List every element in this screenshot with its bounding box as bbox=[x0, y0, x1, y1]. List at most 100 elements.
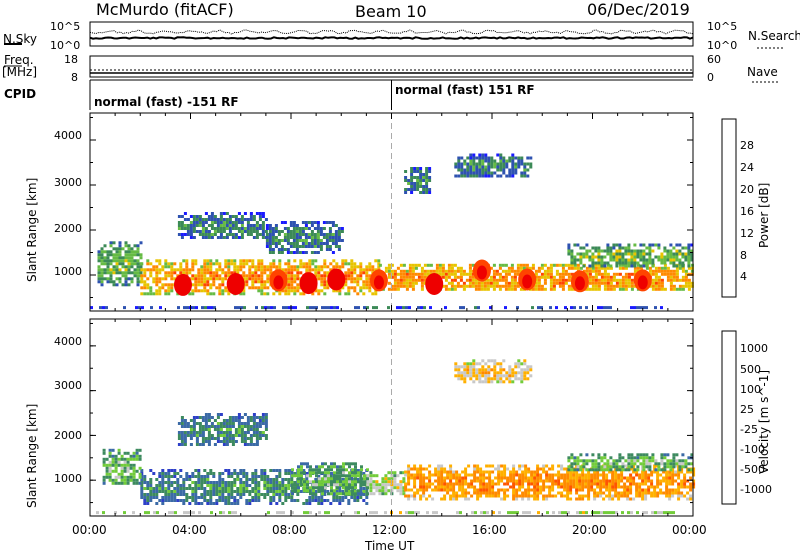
velocity-panel-echo-cell bbox=[287, 472, 291, 475]
velocity-panel-echo-cell bbox=[511, 380, 515, 384]
power-panel-echo-cell bbox=[681, 264, 685, 268]
velocity-panel-echo-cell bbox=[338, 478, 342, 481]
velocity-panel-echo-cell bbox=[582, 465, 586, 469]
power-panel-echo-cell bbox=[194, 262, 198, 266]
power-panel-echo-cell bbox=[293, 274, 297, 278]
power-panel-echo-cell bbox=[630, 255, 634, 259]
power-panel-echo-cell bbox=[489, 278, 493, 282]
power-panel-echo-cell bbox=[657, 258, 661, 262]
velocity-panel-echo-cell bbox=[493, 359, 497, 363]
power-panel-echo-cell bbox=[428, 176, 432, 179]
velocity-panel-echo-cell bbox=[243, 422, 247, 425]
velocity-panel-echo-cell bbox=[602, 476, 606, 480]
velocity-panel-echo-cell bbox=[254, 469, 258, 472]
power-panel-echo-cell bbox=[143, 286, 147, 290]
velocity-panel-echo-cell bbox=[296, 499, 300, 502]
velocity-panel-echo-cell bbox=[315, 465, 318, 469]
velocity-panel-echo-cell bbox=[387, 471, 391, 475]
power-panel-echo-cell bbox=[546, 269, 550, 273]
power-panel-echo-cell bbox=[328, 233, 332, 236]
power-panel-echo-cell bbox=[249, 215, 253, 218]
velocity-panel-echo-cell bbox=[290, 481, 294, 484]
power-panel-echo-cell bbox=[489, 281, 493, 285]
velocity-panel-echo-cell bbox=[413, 476, 417, 480]
velocity-panel-echo-cell bbox=[293, 472, 297, 475]
velocity-panel-echo-cell bbox=[641, 494, 645, 498]
power-panel-echo-cell bbox=[481, 156, 485, 160]
power-panel-echo-cell bbox=[687, 255, 691, 259]
velocity-panel-echo-cell bbox=[669, 459, 673, 463]
power-panel-echo-cell bbox=[478, 153, 482, 157]
power-panel-echo-cell bbox=[337, 236, 341, 239]
velocity-panel-echo-cell bbox=[569, 482, 573, 486]
velocity-panel-echo-cell bbox=[464, 491, 468, 495]
power-panel-echo-cell bbox=[633, 255, 637, 259]
power-panel-echo-cell bbox=[450, 284, 454, 288]
velocity-panel-echo-cell bbox=[183, 431, 187, 434]
power-panel-echo-cell bbox=[591, 275, 595, 279]
velocity-panel-echo-cell bbox=[302, 478, 306, 481]
power-panel-peak-core-7 bbox=[476, 265, 487, 280]
velocity-panel-echo-cell bbox=[143, 496, 147, 499]
power-panel-echo-cell bbox=[410, 185, 414, 188]
velocity-panel-echo-cell bbox=[315, 486, 318, 490]
power-panel-echo-cell bbox=[624, 249, 628, 253]
power-panel-echo-cell bbox=[612, 255, 616, 259]
velocity-panel-echo-cell bbox=[557, 485, 561, 489]
power-panel-echo-cell bbox=[371, 292, 375, 296]
power-panel-echo-cell bbox=[198, 218, 202, 221]
power-panel-echo-cell bbox=[257, 289, 261, 293]
power-panel-echo-cell bbox=[657, 269, 661, 273]
power-panel-echo-cell bbox=[198, 230, 202, 233]
power-panel-echo-cell bbox=[254, 277, 258, 281]
power-panel-echo-cell bbox=[486, 281, 490, 285]
power-panel-echo-cell bbox=[127, 247, 131, 251]
power-panel-echo-cell bbox=[347, 277, 351, 281]
velocity-panel-echo-cell bbox=[665, 482, 669, 486]
power-panel-echo-cell bbox=[618, 287, 622, 291]
velocity-panel-echo-cell bbox=[218, 490, 222, 493]
velocity-panel-echo-cell bbox=[201, 431, 205, 434]
power-panel-echo-cell bbox=[359, 289, 363, 293]
velocity-panel-echo-cell bbox=[578, 488, 582, 492]
power-panel-echo-cell bbox=[183, 227, 187, 230]
power-panel-echo-cell bbox=[621, 261, 625, 265]
velocity-panel-echo-cell bbox=[318, 489, 321, 493]
power-panel-echo-cell bbox=[215, 277, 219, 281]
velocity-panel-echo-cell bbox=[224, 484, 228, 487]
power-panel-echo-cell bbox=[295, 239, 299, 242]
power-panel-echo-cell bbox=[201, 233, 205, 236]
power-panel-echo-cell bbox=[143, 283, 147, 287]
velocity-panel-echo-cell bbox=[612, 462, 616, 466]
power-panel-echo-cell bbox=[255, 212, 259, 215]
power-panel-echo-cell bbox=[669, 255, 673, 259]
power-panel-echo-cell bbox=[514, 165, 518, 169]
power-panel-echo-cell bbox=[198, 233, 202, 236]
power-panel-echo-cell bbox=[606, 243, 610, 247]
power-panel-echo-cell bbox=[206, 265, 210, 269]
velocity-panel-echo-cell bbox=[158, 472, 162, 475]
power-panel-echo-cell bbox=[204, 233, 208, 236]
velocity-panel-echo-cell bbox=[342, 483, 345, 487]
velocity-panel-echo-cell bbox=[227, 481, 231, 484]
velocity-panel-echo-cell bbox=[665, 479, 669, 483]
power-panel-echo-cell bbox=[669, 269, 673, 273]
velocity-panel-echo-cell bbox=[642, 511, 645, 515]
velocity-panel-echo-cell bbox=[463, 377, 467, 381]
velocity-panel-echo-cell bbox=[606, 462, 610, 466]
power-panel-echo-cell bbox=[299, 271, 303, 275]
velocity-panel-echo-cell bbox=[677, 482, 681, 486]
cpid-segment-2: normal (fast) 151 RF bbox=[395, 83, 535, 97]
power-panel-echo-cell bbox=[570, 255, 574, 259]
velocity-panel-echo-cell bbox=[524, 491, 528, 495]
velocity-panel-echo-cell bbox=[339, 465, 342, 469]
velocity-panel-echo-cell bbox=[206, 490, 210, 493]
power-panel-echo-cell bbox=[529, 162, 533, 166]
velocity-panel-echo-cell bbox=[170, 475, 174, 478]
velocity-panel-echo-cell bbox=[644, 494, 648, 498]
power-panel-echo-cell bbox=[684, 284, 688, 288]
power-panel-echo-cell bbox=[425, 188, 429, 191]
velocity-panel-echo-cell bbox=[440, 470, 444, 474]
power-panel-echo-cell bbox=[543, 269, 547, 273]
power-panel-echo-cell bbox=[271, 227, 275, 230]
